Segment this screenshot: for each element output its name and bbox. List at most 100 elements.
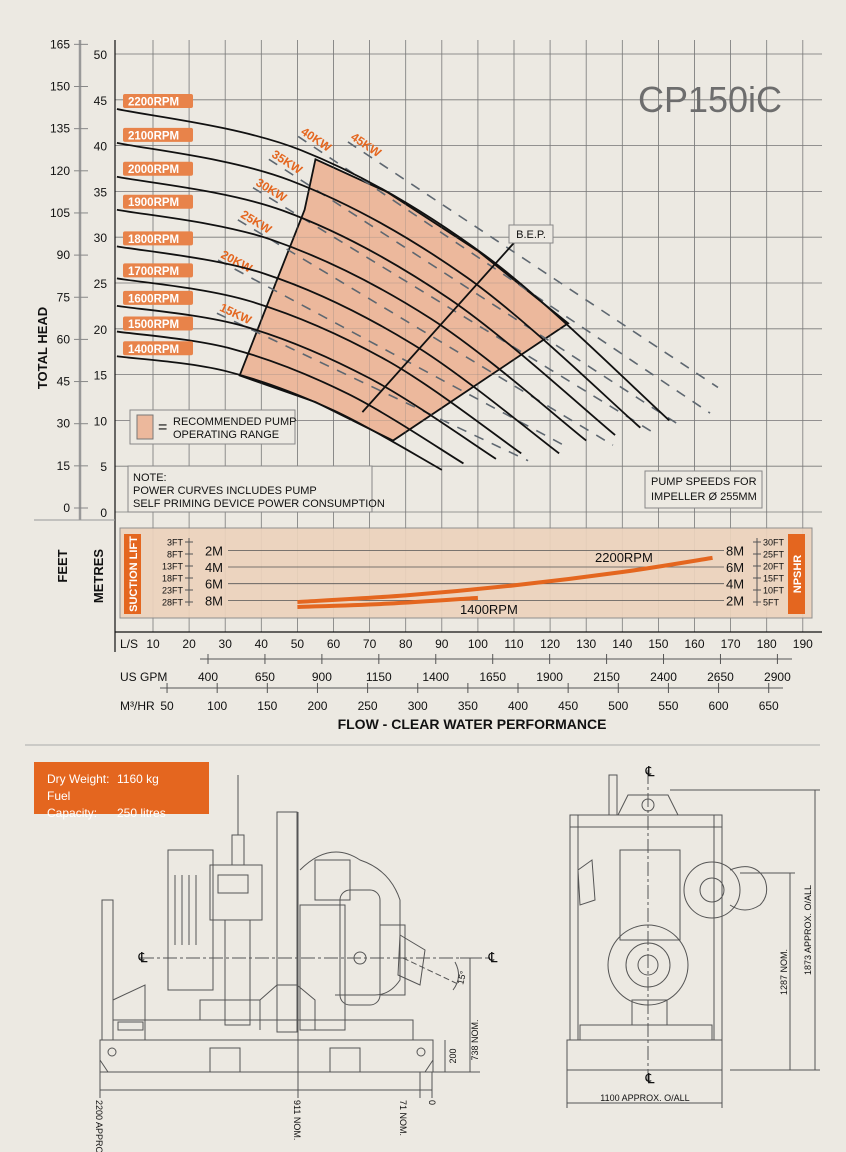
y-tick-feet: 45 [57,375,71,389]
power-curve-20kw [217,259,568,448]
speed-label-1900rpm: 1900RPM [128,197,179,209]
flow-m3hr-label: M³/HR [120,699,155,713]
flow-axes: L/S 10 20 30 40 50 60 70 80 90 100 110 120 130 140 150 1… [120,637,813,713]
y-tick-feet: 135 [50,122,70,136]
npshr-m-tick: 2M [726,593,744,608]
suction-lift-bar [124,534,141,614]
y-tick-metres: 0 [100,506,107,520]
y-tick-feet: 60 [57,332,71,346]
npshr-ft-tick: 15FT [763,574,785,584]
y-tick-metres: 10 [94,414,108,428]
flow-ls-tick: 20 [182,637,196,651]
flow-ls-tick: 150 [648,637,668,651]
dim-0: 0 [427,1100,437,1105]
spec-box: Dry Weight: 1160 kg Fuel Capacity: 250 lit… [34,762,209,820]
speed-label-box [123,93,193,108]
flow-m3hr-tick: 550 [658,699,678,713]
speed-label-1600rpm: 1600RPM [128,293,179,305]
flow-m3hr-tick: 350 [458,699,478,713]
legend-line1: RECOMMENDED PUMP [173,416,296,428]
suction-lift-ft-tick: 28FT [162,598,184,608]
end-elevation-drawing [566,770,820,1108]
speed-label-1400rpm: 1400RPM [128,344,179,356]
flow-ls-tick: 180 [757,637,777,651]
note-box: NOTE: POWER CURVES INCLUDES PUMP SELF PR… [127,465,385,513]
npshr-m-tick: 8M [726,543,744,558]
npsh-2200-label: 2200RPM [595,550,653,565]
flow-ls-tick: 100 [468,637,488,651]
suction-lift-m-tick: 6M [205,577,223,592]
flow-ls-tick: 30 [219,637,233,651]
y-tick-metres: 30 [94,231,108,245]
feet-label: FEET [55,549,70,582]
npshr-label: NPSHR [792,555,804,594]
flow-ls-tick: 140 [612,637,632,651]
flow-ls-tick: 190 [793,637,813,651]
bep-label: B.E.P. [516,229,546,241]
flow-gpm-tick: 1650 [479,670,506,684]
speed-curves: 2200RPM 2100RPM 2000RPM 1900RPM 1800RPM 1700R… [116,93,670,471]
suction-lift-ft-tick: 3FT [167,538,184,548]
speed-label-box [123,341,193,356]
npsh-curve-2200rpm [297,555,713,605]
speed-label-2200rpm: 2200RPM [128,96,179,108]
y-tick-metres: 40 [94,140,108,154]
speed-label-box [123,127,193,142]
flow-gpm-tick: 900 [312,670,332,684]
dry-weight-label: Dry Weight: [47,772,110,786]
suction-lift-m-tick: 4M [205,560,223,575]
npshr-m-tick: 6M [726,560,744,575]
npsh-curve-1400rpm [297,595,479,610]
npshr-ft-tick: 5FT [763,598,780,608]
note-line3: SELF PRIMING DEVICE POWER CONSUMPTION [133,498,385,510]
flow-gpm-tick: 1900 [536,670,563,684]
fuel-capacity-label: Fuel Capacity: [47,789,98,820]
centerline-symbol: ℄ [645,1070,655,1086]
flow-ls-tick: 110 [504,637,523,651]
flow-m3hr-tick: 50 [160,699,174,713]
flow-m3hr-tick: 650 [759,699,779,713]
flow-gpm-label: US GPM [120,670,167,684]
end-elevation-dimensions: ℄ ℄ 1100 APPROX. O/ALL 1287 NOM. 1873 AP… [600,763,813,1103]
flow-ls-tick: 170 [721,637,741,651]
speed-label-1800rpm: 1800RPM [128,234,179,246]
dim-738: 738 NOM. [470,1019,480,1060]
speed-label-1700rpm: 1700RPM [128,266,179,278]
flow-gpm-tick: 2900 [764,670,791,684]
speed-note-line1: PUMP SPEEDS FOR [651,476,757,488]
bep-line [361,240,517,413]
flow-ls-tick: 10 [146,637,160,651]
dry-weight-value: 1160 kg [117,772,159,786]
note-line1: NOTE: [133,472,167,484]
side-elevation-drawing [99,775,490,1098]
legend-line2: OPERATING RANGE [173,429,279,441]
dim-71: 71 NOM. [398,1100,408,1136]
speed-curve-1500rpm [116,330,464,465]
speed-curve-1800rpm [116,245,560,455]
speed-curve-1700rpm [116,277,522,455]
flow-ls-tick: 130 [576,637,596,651]
flow-m3hr-tick: 300 [408,699,428,713]
dim-1287: 1287 NOM. [779,949,789,995]
speed-label-box [123,194,193,209]
npsh-1400-label: 1400RPM [460,602,518,617]
flow-m3hr-tick: 100 [207,699,227,713]
speed-label-box [123,290,193,305]
dim-width: 1100 APPROX. O/ALL [600,1093,689,1103]
flow-m3hr-tick: 600 [709,699,729,713]
speed-curve-2000rpm [116,175,616,436]
speed-label-box [123,161,193,176]
flow-m3hr-tick: 150 [257,699,277,713]
flow-ls-tick: 70 [363,637,377,651]
speed-curve-1900rpm [116,208,587,442]
flow-ls-tick: 90 [435,637,449,651]
y-tick-feet: 30 [57,417,71,431]
suction-lift-m-tick: 8M [205,593,223,608]
npshr-ft-tick: 30FT [763,538,785,548]
npshr-ft-tick: 20FT [763,562,785,572]
power-curve-45kw [347,141,719,389]
y-tick-metres: 45 [94,94,108,108]
power-label-35kw: 35KW [269,147,305,177]
speed-label-box [123,316,193,331]
flow-gpm-tick: 1400 [422,670,449,684]
